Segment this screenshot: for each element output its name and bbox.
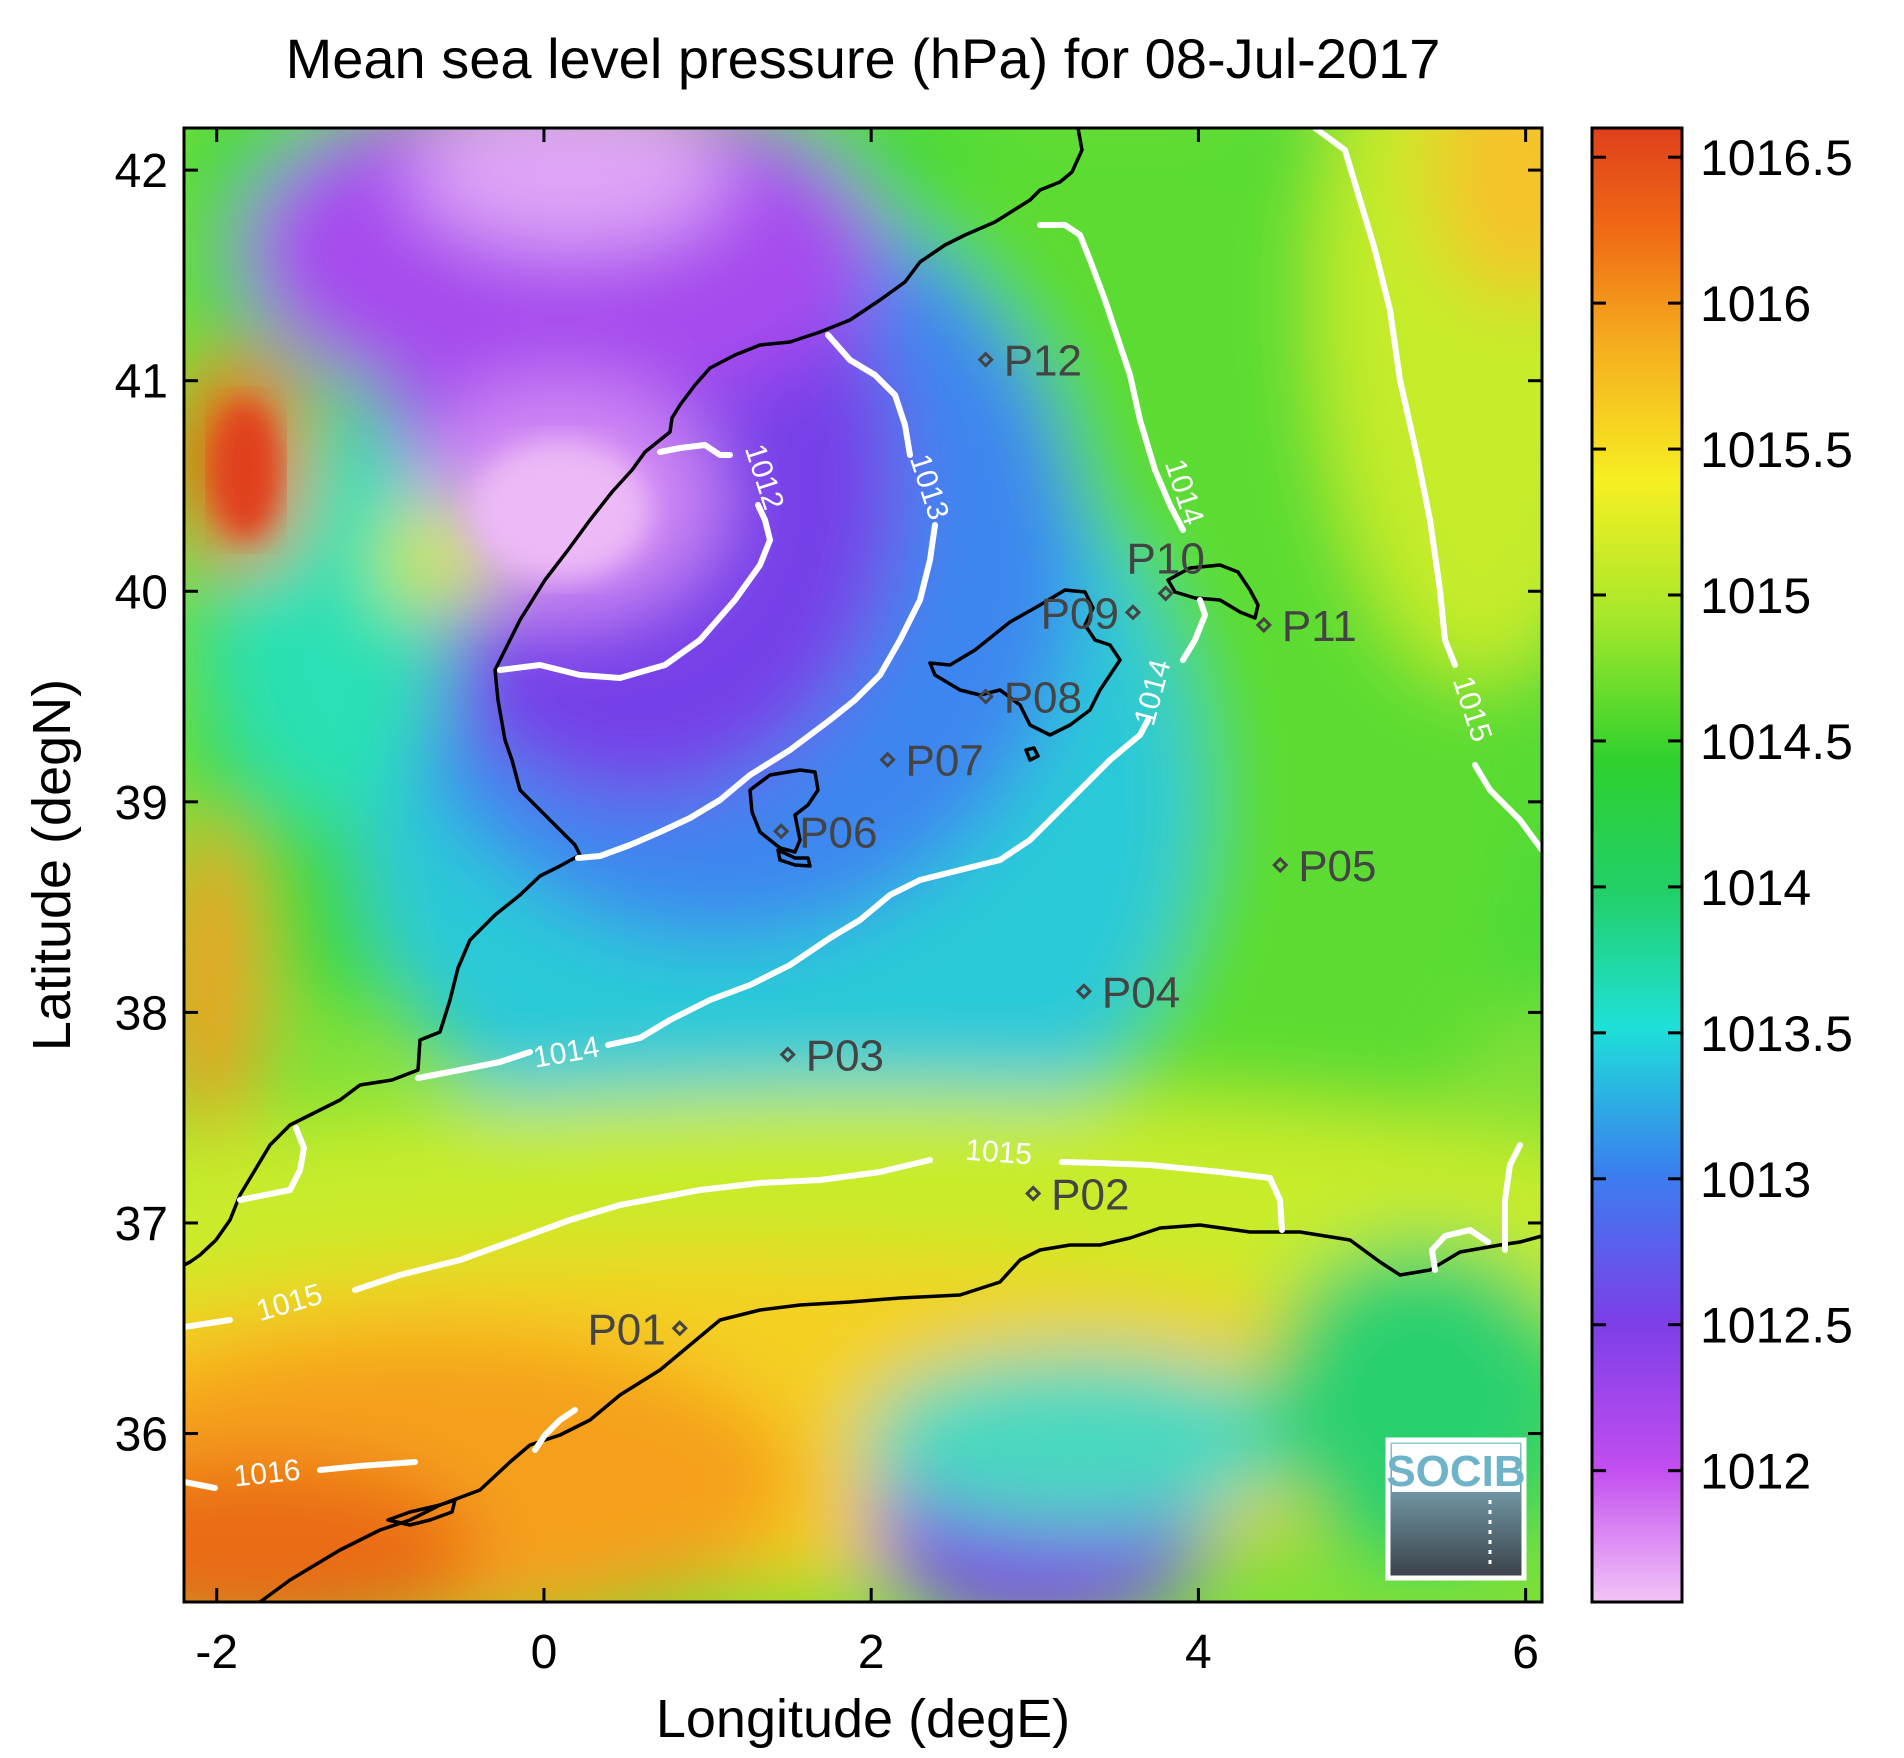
x-axis: -2 0 2 4 6 xyxy=(195,128,1539,1679)
y-axis: 36 37 38 39 40 41 42 xyxy=(115,145,1542,1462)
station-marker-p02 xyxy=(1025,1185,1042,1202)
y-tick-label: 40 xyxy=(115,566,168,619)
station-label-p07: P07 xyxy=(906,737,984,786)
colorbar-tick-label: 1013 xyxy=(1700,1152,1811,1208)
coastline-formentera xyxy=(776,848,812,868)
station-marker-p07 xyxy=(879,751,896,768)
station-marker-p06 xyxy=(773,823,790,840)
pressure-field: 1012 1013 1014 1014 1014 1015 1015 1015 … xyxy=(184,128,1542,1602)
coastline-cabrera xyxy=(1024,746,1040,762)
contour-1015-line-a xyxy=(184,1157,1285,1330)
colorbar-tick-label: 1014 xyxy=(1700,860,1811,916)
plot-frame xyxy=(182,126,1544,1604)
socib-logo: SOCIB xyxy=(1385,1437,1527,1581)
chart-title: Mean sea level pressure (hPa) for 08-Jul… xyxy=(286,27,1441,90)
coastline-iberia-east xyxy=(184,128,1084,1267)
colorbar: 1012 1012.5 1013 1013.5 1014 1014.5 1015 1015.5… xyxy=(1590,126,1853,1604)
colorbar-tick-label: 1014.5 xyxy=(1700,714,1853,770)
colorbar-tick-label: 1016 xyxy=(1700,276,1811,332)
station-label-p09: P09 xyxy=(1041,589,1119,638)
x-tick-label: -2 xyxy=(195,1626,238,1679)
coastline-north-africa xyxy=(258,1223,1542,1602)
colorbar-tick-label: 1016.5 xyxy=(1700,130,1853,186)
x-tick-label: 4 xyxy=(1185,1626,1212,1679)
station-marker-p10 xyxy=(1157,585,1174,602)
contour-1015-line-c xyxy=(1429,1142,1523,1273)
logo-text: SOCIB xyxy=(1386,1447,1525,1496)
field-blobs xyxy=(184,128,1542,1602)
station-marker-p08 xyxy=(977,688,994,705)
contour-1013-line xyxy=(575,332,938,861)
contour-label-1016: 1016 xyxy=(232,1454,302,1494)
y-tick-label: 42 xyxy=(115,145,168,198)
coastline-mallorca xyxy=(928,588,1122,737)
colorbar-tick-label: 1015.5 xyxy=(1700,422,1853,478)
contour-labels: 1012 1013 1014 1014 1014 1015 1015 1015 … xyxy=(232,440,1498,1493)
colorbar-tick-label: 1015 xyxy=(1700,568,1811,624)
pressure-contours xyxy=(184,128,1542,1491)
station-label-p01: P01 xyxy=(587,1305,665,1354)
contour-1016-line xyxy=(184,1407,578,1491)
colorbar-tick-label: 1012.5 xyxy=(1700,1298,1853,1354)
y-tick-label: 39 xyxy=(115,777,168,830)
x-tick-label: 0 xyxy=(531,1626,558,1679)
station-label-p02: P02 xyxy=(1051,1170,1129,1219)
station-label-p10: P10 xyxy=(1127,534,1205,583)
y-tick-label: 41 xyxy=(115,356,168,409)
y-tick-label: 38 xyxy=(115,987,168,1040)
contour-1014-line-b xyxy=(237,1125,307,1203)
x-axis-label: Longitude (degE) xyxy=(656,1689,1070,1749)
colorbar-ramp xyxy=(1590,126,1684,1604)
coastline-menorca xyxy=(1166,563,1260,620)
station-marker-p03 xyxy=(779,1046,796,1063)
colorbar-tick-label: 1013.5 xyxy=(1700,1006,1853,1062)
colorbar-ticks: 1012 1012.5 1013 1013.5 1014 1014.5 1015 1015.5… xyxy=(1592,130,1853,1500)
contour-label-1015-b: 1015 xyxy=(964,1134,1033,1172)
station-label-p03: P03 xyxy=(806,1032,884,1081)
y-tick-label: 37 xyxy=(115,1198,168,1251)
station-marker-p05 xyxy=(1272,856,1289,874)
y-tick-label: 36 xyxy=(115,1409,168,1462)
coastline-ibiza xyxy=(748,768,820,854)
coastlines xyxy=(184,128,1542,1602)
station-label-p08: P08 xyxy=(1004,674,1082,723)
x-tick-label: 6 xyxy=(1512,1626,1539,1679)
colorbar-tick-label: 1012 xyxy=(1700,1444,1811,1500)
station-label-p05: P05 xyxy=(1298,842,1376,891)
coastline-alboran-islet xyxy=(386,1498,457,1527)
contour-1012-line xyxy=(497,442,773,681)
station-marker-p09 xyxy=(1124,604,1142,621)
contour-1015-line-b xyxy=(1312,128,1542,853)
station-label-p06: P06 xyxy=(799,808,877,857)
station-label-p12: P12 xyxy=(1004,337,1082,386)
station-label-p11: P11 xyxy=(1282,602,1357,651)
y-axis-label: Latitude (degN) xyxy=(22,679,82,1051)
station-label-p04: P04 xyxy=(1102,968,1180,1017)
station-marker-p04 xyxy=(1075,983,1093,1000)
x-tick-label: 2 xyxy=(858,1626,885,1679)
station-marker-p11 xyxy=(1255,616,1272,634)
station-marker-p01 xyxy=(671,1320,688,1337)
station-marker-p12 xyxy=(977,351,994,368)
contour-1014-line-a xyxy=(415,222,1208,1081)
